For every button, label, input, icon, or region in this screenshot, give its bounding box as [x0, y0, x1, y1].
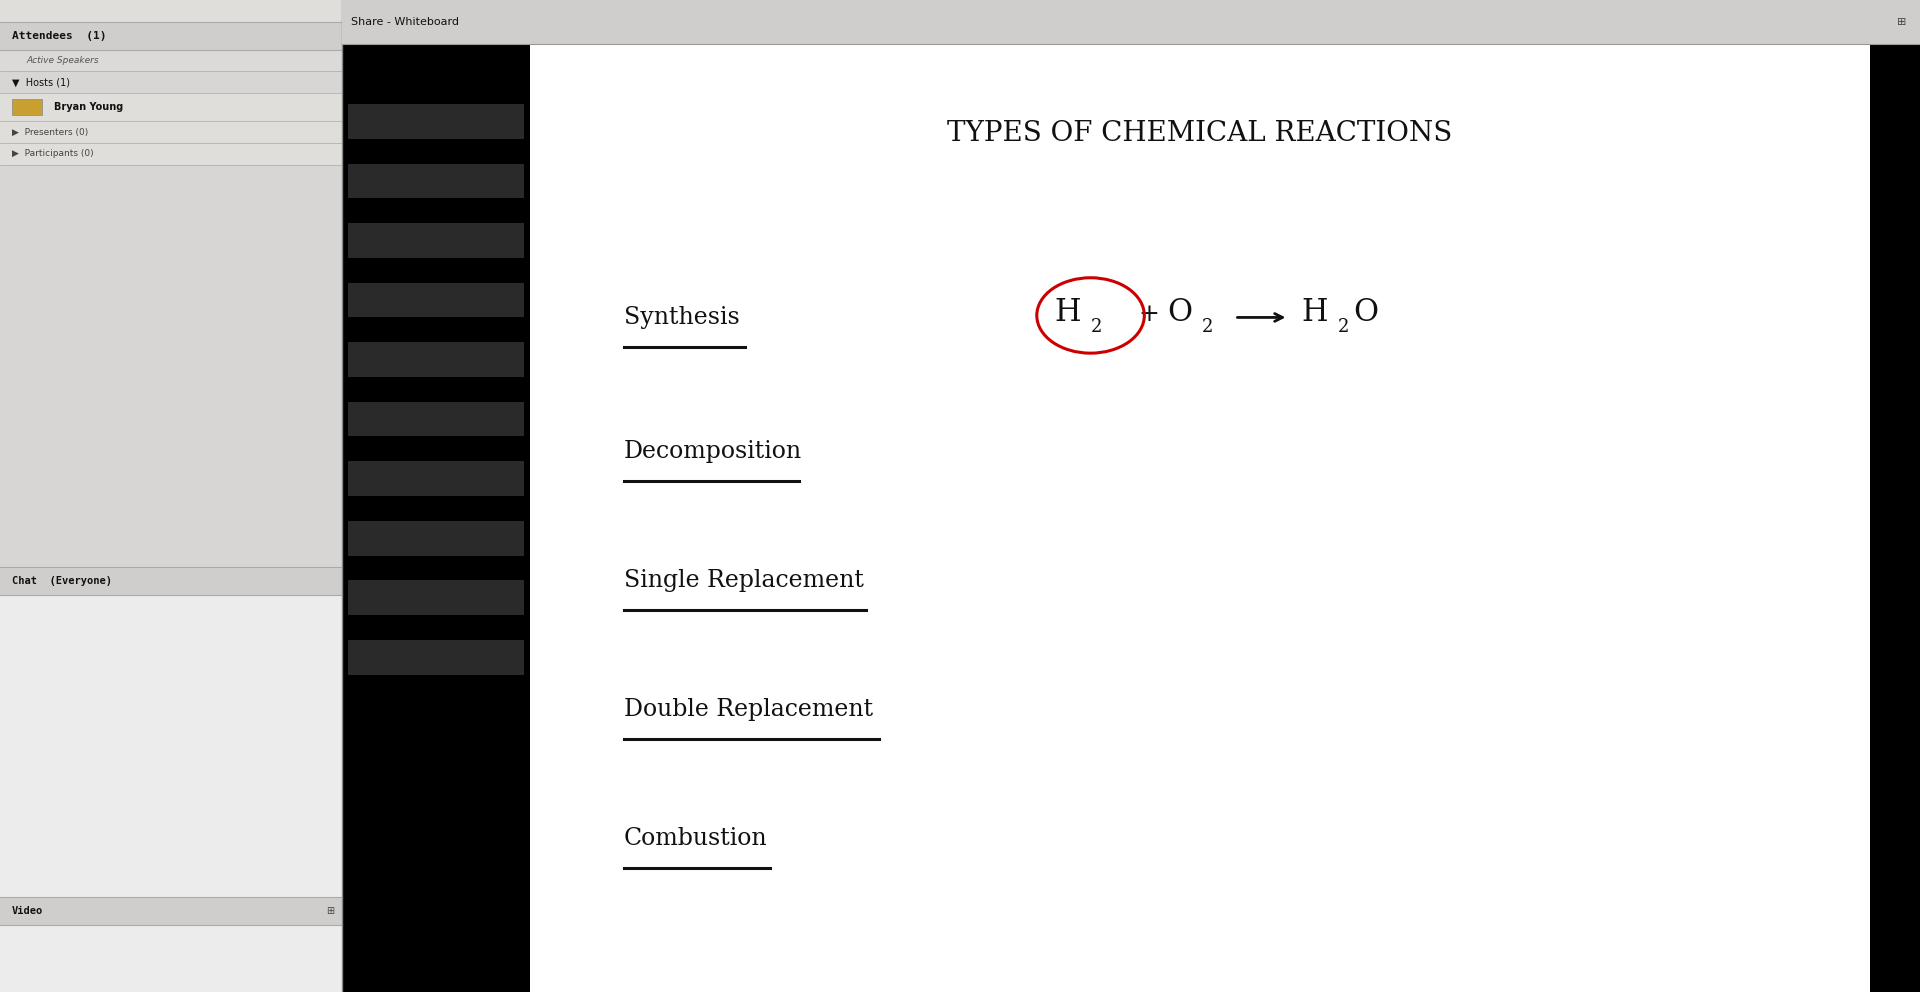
Text: H: H: [1054, 297, 1081, 328]
Bar: [0, 925, 342, 992]
Text: Decomposition: Decomposition: [624, 439, 803, 463]
Text: +: +: [1139, 303, 1160, 326]
Text: Active Speakers: Active Speakers: [27, 56, 100, 65]
Bar: [342, 44, 530, 992]
Bar: [12, 99, 42, 115]
Bar: [342, 0, 1920, 44]
Text: O: O: [1354, 297, 1379, 328]
Bar: [0, 121, 342, 143]
Text: H: H: [1302, 297, 1329, 328]
Text: ⊞: ⊞: [326, 906, 334, 916]
Text: Chat  (Everyone): Chat (Everyone): [12, 576, 111, 586]
Text: ▶  Presenters (0): ▶ Presenters (0): [12, 127, 88, 137]
Text: Share - Whiteboard: Share - Whiteboard: [351, 17, 459, 27]
Bar: [348, 283, 524, 317]
Text: Video: Video: [12, 906, 42, 916]
Text: 2: 2: [1091, 318, 1102, 336]
Text: Double Replacement: Double Replacement: [624, 697, 874, 721]
Text: Synthesis: Synthesis: [624, 306, 739, 329]
Bar: [0, 22, 342, 50]
Bar: [0, 165, 342, 590]
Text: O: O: [1167, 297, 1192, 328]
Bar: [0, 595, 342, 921]
Text: Bryan Young: Bryan Young: [54, 102, 123, 112]
Bar: [348, 104, 524, 139]
Bar: [348, 342, 524, 377]
Bar: [0, 143, 342, 165]
Bar: [0, 50, 342, 71]
Bar: [0, 0, 342, 992]
Bar: [1870, 0, 1920, 992]
Text: Single Replacement: Single Replacement: [624, 568, 864, 592]
Bar: [0, 93, 342, 121]
Bar: [0, 71, 342, 93]
Text: ▼  Hosts (1): ▼ Hosts (1): [12, 77, 69, 87]
Bar: [348, 402, 524, 436]
Bar: [348, 580, 524, 615]
Text: 2: 2: [1338, 318, 1350, 336]
Bar: [348, 461, 524, 496]
Text: ▶  Participants (0): ▶ Participants (0): [12, 149, 94, 159]
Bar: [0, 897, 342, 925]
Text: Attendees  (1): Attendees (1): [12, 31, 106, 41]
Bar: [348, 521, 524, 556]
Text: 2: 2: [1202, 318, 1213, 336]
Text: TYPES OF CHEMICAL REACTIONS: TYPES OF CHEMICAL REACTIONS: [947, 120, 1453, 148]
Text: ⊞: ⊞: [1897, 17, 1907, 27]
Text: Combustion: Combustion: [624, 826, 768, 850]
Bar: [530, 44, 1870, 992]
Bar: [348, 640, 524, 675]
Bar: [0, 567, 342, 595]
Bar: [348, 223, 524, 258]
Bar: [348, 164, 524, 198]
